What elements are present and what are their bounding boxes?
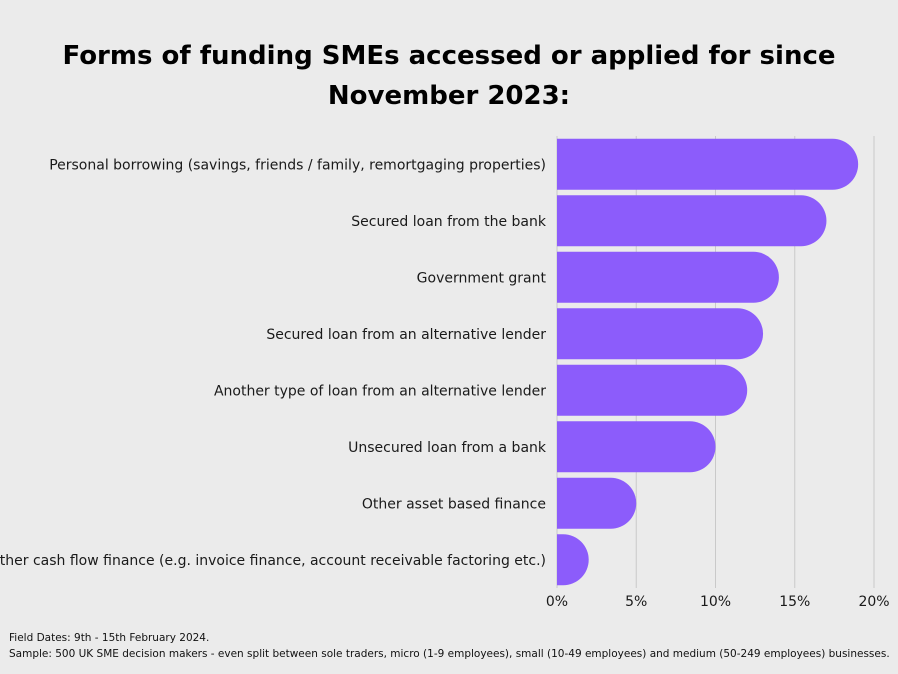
category-label: Secured loan from an alternative lender <box>266 327 546 343</box>
x-tick-label: 5% <box>625 594 647 610</box>
category-label: Other asset based finance <box>362 496 546 512</box>
x-tick-label: 0% <box>546 594 568 610</box>
x-tick-label: 10% <box>700 594 731 610</box>
bar <box>557 251 779 303</box>
category-label: Other cash flow finance (e.g. invoice fi… <box>0 553 546 569</box>
x-axis-tick-labels: 0% 5% 10% 15% 20% <box>546 594 890 610</box>
footnote-sample: Sample: 500 UK SME decision makers - eve… <box>9 648 890 660</box>
bar <box>557 477 637 529</box>
bar <box>557 364 748 416</box>
bar <box>557 421 716 473</box>
category-labels: Personal borrowing (savings, friends / f… <box>0 157 547 569</box>
bar <box>557 534 589 586</box>
category-label: Another type of loan from an alternative… <box>214 383 546 399</box>
category-label: Secured loan from the bank <box>351 214 547 230</box>
bar <box>557 138 859 190</box>
category-label: Government grant <box>417 270 547 286</box>
category-label: Unsecured loan from a bank <box>348 440 547 456</box>
bars <box>557 138 859 586</box>
x-tick-label: 20% <box>858 594 889 610</box>
category-label: Personal borrowing (savings, friends / f… <box>49 157 546 173</box>
bar <box>557 308 764 360</box>
footnote-field-dates: Field Dates: 9th - 15th February 2024. <box>9 632 210 644</box>
bar <box>557 195 827 247</box>
x-tick-label: 15% <box>779 594 810 610</box>
chart-title: Forms of funding SMEs accessed or applie… <box>62 41 836 111</box>
